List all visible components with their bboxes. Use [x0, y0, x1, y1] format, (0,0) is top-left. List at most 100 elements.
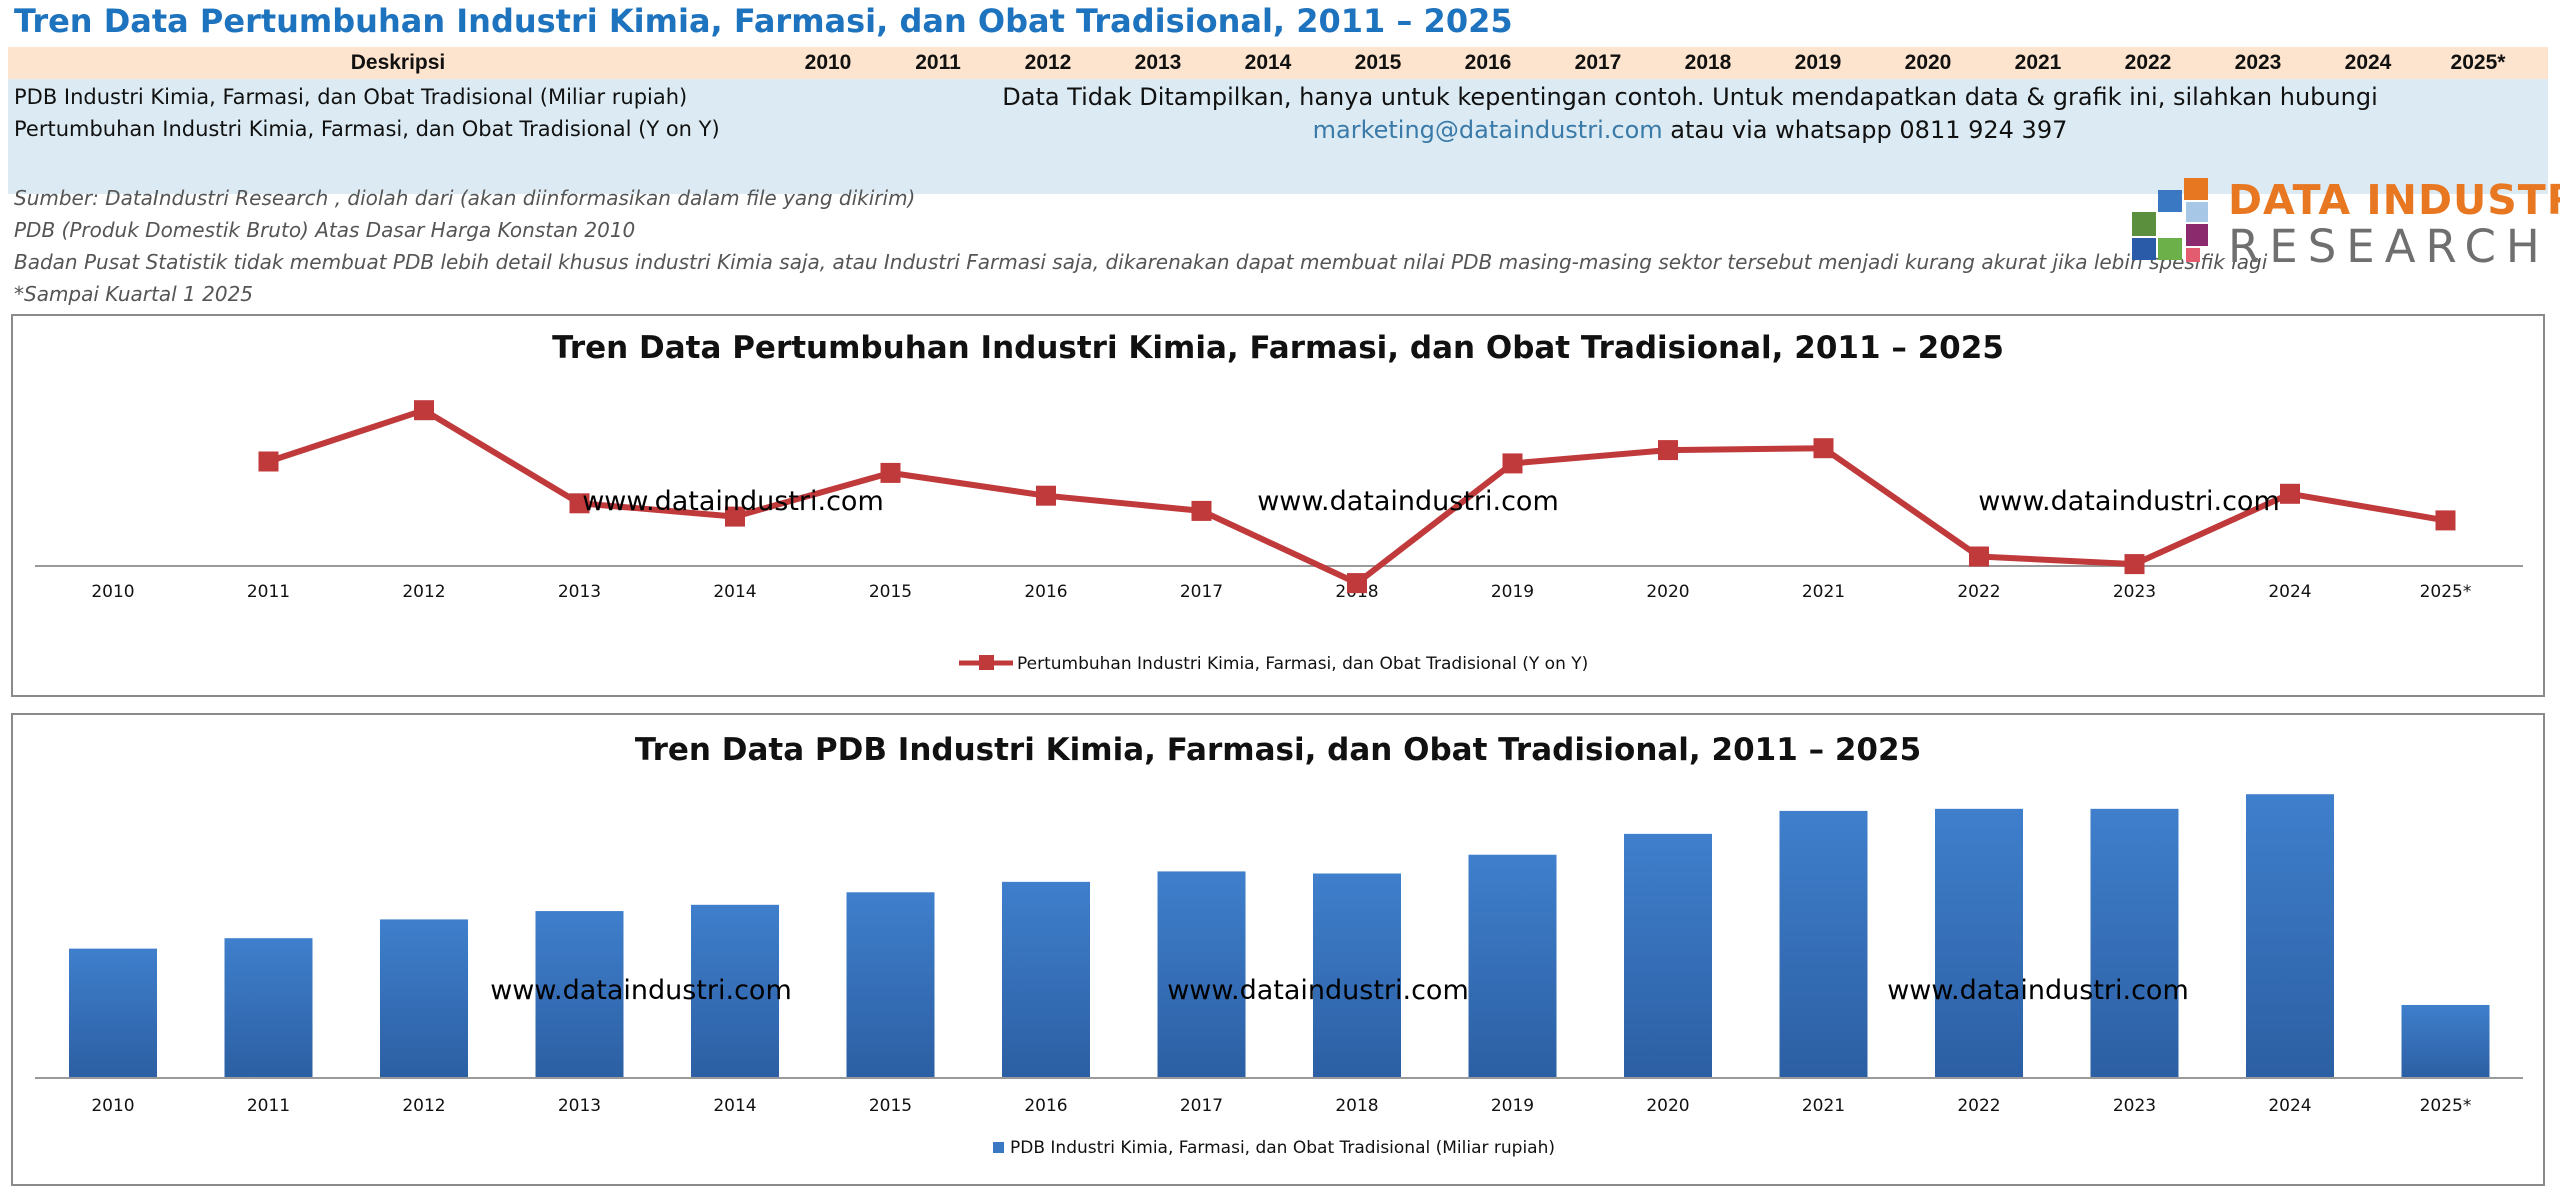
watermark: www.dataindustri.com — [1167, 975, 1469, 1006]
header-year: 2013 — [1134, 51, 1182, 74]
row-growth-label: Pertumbuhan Industri Kimia, Farmasi, dan… — [14, 117, 720, 141]
watermark: www.dataindustri.com — [1887, 975, 2189, 1006]
header-year: 2010 — [804, 51, 852, 74]
header-year: 2019 — [1794, 51, 1842, 74]
growth-tick-label: 2012 — [402, 582, 445, 602]
pdb-tick-label: 2015 — [869, 1096, 912, 1116]
pdb-bar — [1002, 881, 1090, 1078]
header-year: 2016 — [1464, 51, 1512, 74]
growth-point — [258, 451, 279, 472]
pdb-bar — [1468, 854, 1557, 1078]
growth-point — [1502, 453, 1523, 474]
growth-tick-label: 2010 — [91, 582, 134, 602]
pdb-tick-label: 2023 — [2113, 1096, 2156, 1116]
growth-point — [1658, 440, 1678, 461]
header-description: Deskripsi — [350, 51, 446, 74]
pdb-bar — [846, 892, 935, 1078]
pdb-legend-label: PDB Industri Kimia, Farmasi, dan Obat Tr… — [1010, 1138, 1555, 1158]
logo-text-top: DATA INDUSTRI — [2228, 176, 2560, 224]
header-year: 2025* — [2450, 51, 2506, 74]
pdb-legend-marker — [993, 1142, 1004, 1153]
growth-tick-label: 2019 — [1491, 582, 1534, 602]
pdb-bar — [1624, 833, 1712, 1078]
growth-point — [1347, 573, 1367, 594]
source-notes: Sumber: DataIndustri Research , diolah d… — [14, 182, 2267, 310]
growth-legend-label: Pertumbuhan Industri Kimia, Farmasi, dan… — [1017, 654, 1588, 674]
pdb-tick-label: 2012 — [402, 1096, 445, 1116]
growth-tick-label: 2016 — [1024, 582, 1067, 602]
pdb-chart-title: Tren Data PDB Industri Kimia, Farmasi, d… — [635, 732, 1921, 768]
growth-point — [1036, 485, 1056, 506]
growth-tick-label: 2022 — [1957, 582, 2000, 602]
growth-point — [880, 462, 901, 483]
header-year: 2018 — [1684, 51, 1732, 74]
note-pdb: PDB (Produk Domestik Bruto) Atas Dasar H… — [14, 218, 636, 242]
pdb-bar — [691, 904, 779, 1078]
header-year: 2024 — [2344, 51, 2392, 74]
growth-tick-label: 2013 — [558, 582, 601, 602]
pdb-bar — [380, 919, 468, 1078]
contact-email-link[interactable]: marketing@dataindustri.com — [1312, 116, 1663, 144]
header-year: 2021 — [2014, 51, 2062, 74]
pdb-tick-label: 2021 — [1802, 1096, 1845, 1116]
pdb-tick-label: 2017 — [1180, 1096, 1223, 1116]
header-year: 2017 — [1574, 51, 1622, 74]
header-year: 2015 — [1354, 51, 1402, 74]
growth-tick-label: 2011 — [247, 582, 290, 602]
growth-tick-label: 2024 — [2268, 582, 2311, 602]
pdb-tick-label: 2024 — [2268, 1096, 2311, 1116]
watermark: www.dataindustri.com — [490, 975, 792, 1006]
contact-whatsapp: atau via whatsapp 0811 924 397 — [1662, 116, 2068, 144]
watermark: www.dataindustri.com — [582, 486, 884, 517]
pdb-chart-panel: Tren Data PDB Industri Kimia, Farmasi, d… — [11, 713, 2545, 1186]
row-pdb-label: PDB Industri Kimia, Farmasi, dan Obat Tr… — [14, 85, 688, 109]
watermark: www.dataindustri.com — [1978, 486, 2280, 517]
table-body: PDB Industri Kimia, Farmasi, dan Obat Tr… — [8, 79, 2548, 194]
watermark: www.dataindustri.com — [1257, 486, 1559, 517]
growth-chart-title: Tren Data Pertumbuhan Industri Kimia, Fa… — [552, 330, 2004, 366]
growth-tick-label: 2021 — [1802, 582, 1845, 602]
growth-point — [725, 506, 745, 527]
pdb-bar — [69, 948, 157, 1078]
pdb-bar-chart: Tren Data PDB Industri Kimia, Farmasi, d… — [35, 732, 2523, 1158]
pdb-tick-label: 2013 — [558, 1096, 601, 1116]
logo-text-bottom: RESEARCH — [2228, 220, 2550, 273]
growth-tick-label: 2023 — [2113, 582, 2156, 602]
growth-chart-panel: Tren Data Pertumbuhan Industri Kimia, Fa… — [11, 314, 2545, 697]
pdb-tick-label: 2011 — [247, 1096, 290, 1116]
growth-point — [1969, 546, 1989, 567]
header-year: 2022 — [2124, 51, 2172, 74]
header-year: 2012 — [1024, 51, 1072, 74]
note-source: Sumber: DataIndustri Research , diolah d… — [14, 186, 916, 210]
logo: DATA INDUSTRI RESEARCH — [2130, 176, 2560, 273]
note-bps: Badan Pusat Statistik tidak membuat PDB … — [14, 250, 2268, 274]
pdb-tick-label: 2010 — [91, 1096, 134, 1116]
pdb-tick-label: 2018 — [1335, 1096, 1378, 1116]
growth-point — [1813, 438, 1834, 459]
page-title: Tren Data Pertumbuhan Industri Kimia, Fa… — [14, 2, 1513, 40]
pdb-tick-label: 2022 — [1957, 1096, 2000, 1116]
growth-point — [1191, 500, 1212, 521]
notice-line: Data Tidak Ditampilkan, hanya untuk kepe… — [1002, 83, 2378, 111]
growth-point — [569, 493, 590, 514]
pdb-bar — [1157, 871, 1246, 1078]
pdb-bar — [2090, 808, 2179, 1078]
pdb-tick-label: 2020 — [1646, 1096, 1689, 1116]
growth-tick-label: 2014 — [713, 582, 756, 602]
pdb-bar — [535, 911, 624, 1078]
header-year: 2023 — [2234, 51, 2282, 74]
pdb-tick-label: 2014 — [713, 1096, 756, 1116]
note-q1: *Sampai Kuartal 1 2025 — [14, 282, 254, 306]
growth-point — [2280, 483, 2300, 504]
pdb-bar — [2401, 1004, 2490, 1078]
header-year: 2011 — [915, 51, 961, 74]
growth-point — [2124, 554, 2145, 575]
pdb-tick-label: 2025* — [2420, 1096, 2472, 1116]
growth-tick-label: 2025* — [2420, 582, 2472, 602]
growth-point — [2435, 510, 2456, 531]
table-header: Deskripsi 2010 2011 2012 2013 2014 2015 2016 20… — [8, 47, 2548, 79]
pdb-bar — [224, 938, 313, 1078]
pdb-bar — [1313, 873, 1401, 1078]
pdb-tick-label: 2019 — [1491, 1096, 1534, 1116]
header-year: 2014 — [1244, 51, 1292, 74]
